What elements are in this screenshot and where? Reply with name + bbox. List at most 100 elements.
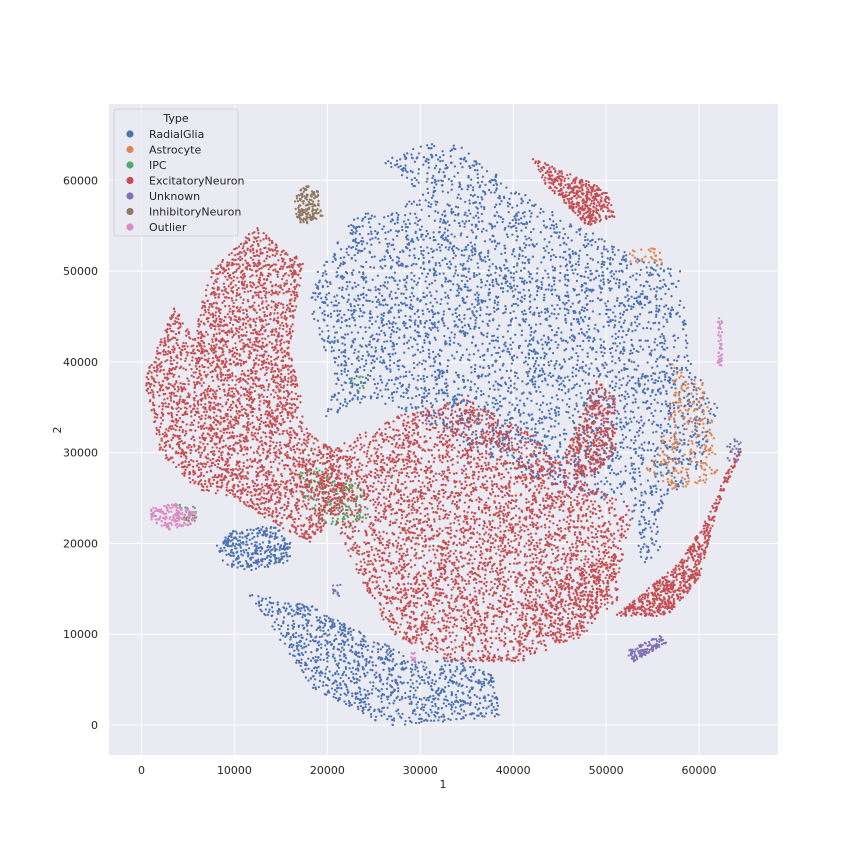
data-point [365,260,368,264]
data-point [613,448,617,452]
data-point [408,383,411,386]
data-point [458,185,462,188]
data-point [681,321,685,324]
data-point [539,231,542,234]
data-point [450,233,453,236]
data-point [391,325,395,328]
data-point [680,414,683,418]
data-point [423,396,426,400]
data-point [527,259,530,262]
data-point [663,348,666,351]
data-point [648,311,651,314]
data-point [329,641,332,644]
data-point [634,389,637,392]
data-point [669,431,672,435]
data-point [590,431,593,434]
data-point [363,395,367,399]
data-point [652,414,655,418]
data-point [242,549,245,552]
data-point [367,232,370,236]
data-point [326,340,329,343]
data-point [487,269,490,272]
data-point [617,357,621,360]
data-point [384,388,387,391]
data-point [487,188,491,192]
data-point [487,374,490,377]
data-point [442,715,446,718]
data-point [502,335,505,339]
data-point [342,354,345,358]
data-point [593,327,596,330]
data-point [490,339,494,342]
data-point [314,283,317,286]
data-point [566,284,569,287]
data-point [630,305,633,308]
data-point [611,402,615,406]
data-point [463,248,466,251]
data-point [357,359,360,362]
data-point [558,279,561,282]
data-point [524,312,527,316]
data-point [223,546,226,549]
data-point [447,266,450,269]
data-point [690,378,693,381]
data-point [513,371,517,374]
data-point [368,250,371,253]
data-point [619,312,622,315]
data-point [368,319,371,323]
data-point [369,713,373,716]
data-point [527,458,531,462]
data-point [340,316,343,319]
data-point [571,371,574,374]
data-point [434,200,437,203]
data-point [475,235,478,238]
data-point [677,485,680,488]
data-point [442,420,445,423]
data-point [667,288,670,291]
data-point [523,210,526,214]
data-point [680,461,683,464]
data-point [467,428,471,431]
data-point [655,532,658,536]
data-point [647,522,650,526]
data-point [339,402,342,405]
data-point [334,679,337,682]
data-point [397,257,401,260]
data-point [378,241,381,244]
data-point [532,365,536,368]
data-point [659,279,662,283]
data-point [325,414,328,418]
data-point [455,350,459,354]
data-point [411,287,415,290]
data-point [627,304,630,307]
data-point [584,238,587,242]
data-point [551,265,554,268]
data-point [586,392,589,395]
data-point [631,274,635,277]
data-point [458,314,461,317]
data-point [635,290,638,294]
data-point [713,414,717,418]
data-point [627,395,630,399]
data-point [565,448,568,451]
data-point [497,407,500,410]
data-point [477,326,481,330]
data-point [651,389,654,392]
data-point [495,308,498,311]
data-point [437,389,441,392]
data-point [673,420,676,423]
data-point [404,164,407,167]
data-point [399,375,402,378]
data-point [388,647,391,650]
data-point [410,307,413,311]
data-point [489,447,492,451]
data-point [342,296,345,300]
data-point [476,211,479,214]
data-point [661,285,664,289]
data-point [427,388,431,391]
data-point [472,313,475,316]
data-point [666,267,670,270]
data-point [668,445,671,449]
data-point [461,220,464,223]
data-point [489,181,492,184]
